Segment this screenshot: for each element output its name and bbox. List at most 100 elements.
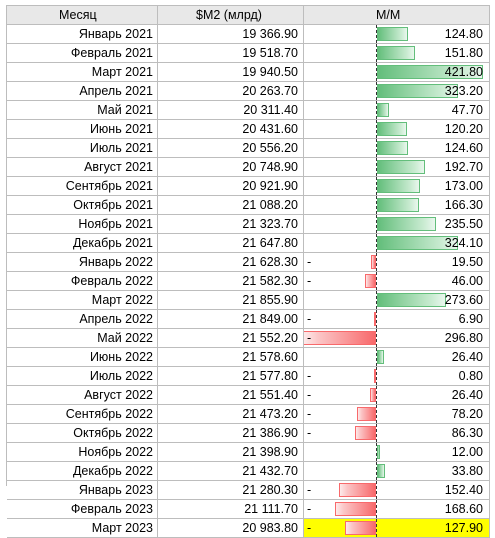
mm-cell[interactable]: 47.70 [304, 101, 490, 120]
mm-cell[interactable]: 166.30 [304, 196, 490, 215]
mm-cell[interactable]: 124.60 [304, 139, 490, 158]
m2-cell[interactable]: 19 518.70 [158, 44, 304, 63]
month-cell[interactable]: Декабрь 2021 [7, 234, 158, 253]
month-cell[interactable]: Январь 2021 [7, 25, 158, 44]
mm-cell[interactable]: 120.20 [304, 120, 490, 139]
mm-cell[interactable]: 26.40 [304, 348, 490, 367]
month-cell[interactable]: Ноябрь 2021 [7, 215, 158, 234]
mm-cell[interactable]: - 127.90 [304, 519, 490, 538]
month-cell[interactable]: Ноябрь 2022 [7, 443, 158, 462]
month-cell[interactable]: Август 2022 [7, 386, 158, 405]
table-row: Январь 2021 19 366.90 124.80 [7, 25, 490, 44]
month-cell[interactable]: Март 2021 [7, 63, 158, 82]
m2-cell[interactable]: 21 849.00 [158, 310, 304, 329]
positive-data-bar [377, 65, 483, 79]
mm-value: 173.00 [444, 179, 483, 193]
m2-cell[interactable]: 20 556.20 [158, 139, 304, 158]
minus-sign: - [307, 388, 312, 402]
zero-axis [376, 348, 377, 366]
month-cell[interactable]: Апрель 2022 [7, 310, 158, 329]
m2-cell[interactable]: 21 386.90 [158, 424, 304, 443]
mm-value: 46.00 [451, 274, 483, 288]
month-cell[interactable]: Апрель 2021 [7, 82, 158, 101]
mm-cell[interactable]: 151.80 [304, 44, 490, 63]
m2-cell[interactable]: 21 432.70 [158, 462, 304, 481]
mm-cell[interactable]: 323.20 [304, 82, 490, 101]
zero-axis [376, 253, 377, 271]
mm-cell[interactable]: - 6.90 [304, 310, 490, 329]
m2-cell[interactable]: 21 552.20 [158, 329, 304, 348]
positive-data-bar [377, 160, 425, 174]
m2-cell[interactable]: 21 323.70 [158, 215, 304, 234]
m2-cell[interactable]: 21 628.30 [158, 253, 304, 272]
m2-cell[interactable]: 21 088.20 [158, 196, 304, 215]
zero-axis [376, 310, 377, 328]
negative-data-bar [371, 255, 376, 269]
mm-cell[interactable]: - 78.20 [304, 405, 490, 424]
m2-cell[interactable]: 20 263.70 [158, 82, 304, 101]
table-row: Июль 2021 20 556.20 124.60 [7, 139, 490, 158]
m2-cell[interactable]: 21 473.20 [158, 405, 304, 424]
mm-cell[interactable]: 324.10 [304, 234, 490, 253]
mm-cell[interactable]: - 86.30 [304, 424, 490, 443]
month-cell[interactable]: Июль 2022 [7, 367, 158, 386]
month-cell[interactable]: Август 2021 [7, 158, 158, 177]
mm-cell[interactable]: - 296.80 [304, 329, 490, 348]
m2-cell[interactable]: 20 431.60 [158, 120, 304, 139]
month-cell[interactable]: Февраль 2021 [7, 44, 158, 63]
month-cell[interactable]: Октябрь 2022 [7, 424, 158, 443]
m2-cell[interactable]: 20 311.40 [158, 101, 304, 120]
month-cell[interactable]: Июнь 2022 [7, 348, 158, 367]
header-m2[interactable]: $M2 (млрд) [158, 6, 304, 25]
header-mm[interactable]: М/М [304, 6, 490, 25]
m2-cell[interactable]: 20 921.90 [158, 177, 304, 196]
month-cell[interactable]: Сентябрь 2021 [7, 177, 158, 196]
m2-cell[interactable]: 21 647.80 [158, 234, 304, 253]
month-cell[interactable]: Февраль 2022 [7, 272, 158, 291]
negative-data-bar [374, 312, 376, 326]
mm-cell[interactable]: - 46.00 [304, 272, 490, 291]
m2-cell[interactable]: 19 366.90 [158, 25, 304, 44]
mm-cell[interactable]: 235.50 [304, 215, 490, 234]
mm-cell[interactable]: - 19.50 [304, 253, 490, 272]
table-row: Январь 2022 21 628.30- 19.50 [7, 253, 490, 272]
month-cell[interactable]: Сентябрь 2022 [7, 405, 158, 424]
mm-cell[interactable]: 273.60 [304, 291, 490, 310]
mm-cell[interactable]: - 26.40 [304, 386, 490, 405]
mm-cell[interactable]: - 0.80 [304, 367, 490, 386]
m2-cell[interactable]: 21 855.90 [158, 291, 304, 310]
m2-cell[interactable]: 20 748.90 [158, 158, 304, 177]
m2-cell[interactable]: 21 577.80 [158, 367, 304, 386]
table-row: Март 2022 21 855.90 273.60 [7, 291, 490, 310]
month-cell[interactable]: Октябрь 2021 [7, 196, 158, 215]
mm-cell[interactable]: 33.80 [304, 462, 490, 481]
month-cell[interactable]: Июль 2021 [7, 139, 158, 158]
mm-cell[interactable]: 124.80 [304, 25, 490, 44]
mm-cell[interactable]: 12.00 [304, 443, 490, 462]
month-cell[interactable]: Май 2021 [7, 101, 158, 120]
mm-cell[interactable]: 173.00 [304, 177, 490, 196]
mm-cell[interactable]: - 168.60 [304, 500, 490, 519]
month-cell[interactable]: Май 2022 [7, 329, 158, 348]
positive-data-bar [377, 46, 415, 60]
m2-cell[interactable]: 21 111.70 [158, 500, 304, 519]
header-month[interactable]: Месяц [7, 6, 158, 25]
month-cell[interactable]: Февраль 2023 [7, 500, 158, 519]
mm-value: 120.20 [444, 122, 483, 136]
m2-cell[interactable]: 21 582.30 [158, 272, 304, 291]
m2-cell[interactable]: 21 398.90 [158, 443, 304, 462]
mm-cell[interactable]: 421.80 [304, 63, 490, 82]
mm-cell[interactable]: 192.70 [304, 158, 490, 177]
month-cell[interactable]: Март 2023 [7, 519, 158, 538]
month-cell[interactable]: Январь 2022 [7, 253, 158, 272]
m2-cell[interactable]: 19 940.50 [158, 63, 304, 82]
month-cell[interactable]: Март 2022 [7, 291, 158, 310]
m2-cell[interactable]: 21 551.40 [158, 386, 304, 405]
minus-sign: - [307, 502, 312, 516]
table-row: Апрель 2021 20 263.70 323.20 [7, 82, 490, 101]
m2-cell[interactable]: 21 578.60 [158, 348, 304, 367]
m2-cell[interactable]: 20 983.80 [158, 519, 304, 538]
month-cell[interactable]: Июнь 2021 [7, 120, 158, 139]
table-row: Апрель 2022 21 849.00- 6.90 [7, 310, 490, 329]
month-cell[interactable]: Декабрь 2022 [7, 462, 158, 481]
